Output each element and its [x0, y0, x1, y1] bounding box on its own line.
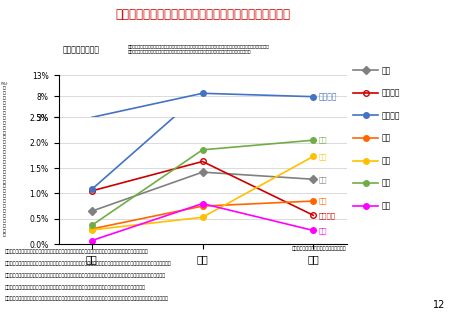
Text: (%)
就
職
者
に
占
め
る
管
理
的
職
業
従
事
者
の
割
合
（
就
職
者
・
卒
業
生
・
修
了
生
）: (%) 就 職 者 に 占 め る 管 理 的 職 業 従 事 者 の 割 合 … [1, 82, 8, 238]
Text: 農学: 農学 [381, 179, 391, 187]
Text: 保健: 保健 [319, 227, 327, 234]
Text: 人文科学: 人文科学 [319, 212, 336, 218]
Text: ・社会科学（及び保健）分野では修士卒での割合が最も高く、続いて博士卒となり、学士卒が最も低い（学士＜博士＜修士）: ・社会科学（及び保健）分野では修士卒での割合が最も高く、続いて博士卒となり、学士… [4, 273, 166, 278]
Text: 管理的職業従事者: 管理的職業従事者 [63, 45, 100, 54]
Text: 社会科学: 社会科学 [319, 92, 338, 101]
Text: 保健: 保健 [381, 201, 391, 210]
Text: 事業経営方針の決定・経営方針に基づく執行計画の樹立・作業の監督・統制など、経営体の全般又は課（課相当を含む）
以上の内部組織の経営・管理に従事するもの。公務員、: 事業経営方針の決定・経営方針に基づく執行計画の樹立・作業の監督・統制など、経営体… [128, 45, 270, 54]
Text: 12: 12 [433, 300, 446, 310]
Text: ・他分野と比べ、人文科学分野での博士卒就職者に占める管理的職業従事者割合は低い（医者等への就職が多い保健分野を除く: ・他分野と比べ、人文科学分野での博士卒就職者に占める管理的職業従事者割合は低い（… [4, 296, 168, 301]
Text: 全体: 全体 [319, 176, 327, 182]
Text: ・社会科学分野は社会科学分野の修士卒・博士卒就職者に占める管理的職業従事者割合が他の分野に比して高い: ・社会科学分野は社会科学分野の修士卒・博士卒就職者に占める管理的職業従事者割合が… [4, 249, 148, 254]
Text: 工学: 工学 [319, 153, 327, 160]
Text: 理学: 理学 [381, 134, 391, 142]
Text: 工学: 工学 [381, 156, 391, 165]
Text: ・人文科学分野でも修士卒での割合が最も高いが、学士卒よりも博士卒での割合が低い（博士＜学士＜修士）: ・人文科学分野でも修士卒での割合が最も高いが、学士卒よりも博士卒での割合が低い（… [4, 285, 145, 290]
Text: 人文科学: 人文科学 [381, 89, 400, 97]
Text: 社会科学: 社会科学 [381, 111, 400, 120]
Text: 農学: 農学 [319, 137, 327, 143]
Text: 【出典】令和３年度学校基本調査より作成: 【出典】令和３年度学校基本調査より作成 [292, 246, 346, 251]
Text: ・理学、工学、農学分野では、課程が上がるにつれて同分野の就職者に占める管理的職業従事者割合が増加（学士＜修士＜博士）: ・理学、工学、農学分野では、課程が上がるにつれて同分野の就職者に占める管理的職業… [4, 261, 171, 266]
Text: 理学: 理学 [319, 198, 327, 204]
Text: 就職者に占める管理的職業従事者の割合（令和３年度）: 就職者に占める管理的職業従事者の割合（令和３年度） [115, 8, 290, 21]
Text: 全体: 全体 [381, 66, 391, 75]
